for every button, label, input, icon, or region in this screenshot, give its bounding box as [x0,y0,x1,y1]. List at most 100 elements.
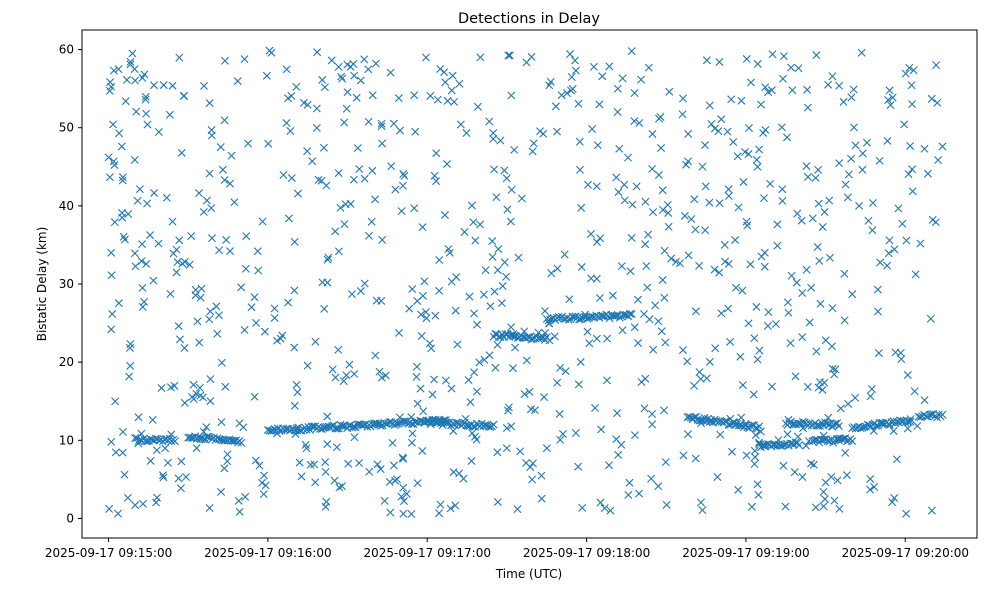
detection-point-612 [779,461,788,470]
detection-point-715 [335,483,344,492]
data-point-16 [627,47,636,56]
detection-point-637 [783,430,792,439]
detection-point-762 [140,297,149,306]
detection-point-1015 [399,454,408,463]
detection-point-996 [416,384,425,393]
detection-point-829 [411,127,420,136]
detection-point-1274 [522,356,531,365]
detection-point-514 [150,81,158,90]
detection-point-1081 [683,357,692,366]
detection-point-803 [884,95,893,104]
detection-point-1156 [605,62,614,71]
detection-point-489 [684,251,693,260]
detection-point-1100 [196,435,205,444]
detection-point-1045 [723,127,732,136]
detection-point-781 [251,456,260,465]
detection-point-955 [312,123,321,132]
detection-point-611 [802,441,811,450]
data-point-12 [399,509,408,518]
detection-point-576 [500,166,509,175]
detection-point-744 [330,476,339,485]
track-point-130 [348,423,357,432]
detection-point-1144 [491,363,500,372]
detection-point-823 [654,482,663,491]
detection-point-890 [705,101,714,110]
detection-point-911 [542,444,551,453]
detection-point-1089 [109,157,118,166]
detection-point-836 [547,269,556,278]
detection-point-937 [862,138,871,147]
detection-point-643 [757,100,765,109]
detection-point-731 [131,262,140,271]
detection-point-1108 [774,436,783,445]
detection-point-1021 [163,458,172,467]
detection-point-1368 [126,57,135,66]
detection-point-1180 [520,327,529,336]
detection-point-746 [848,290,857,299]
detection-point-1113 [152,446,161,455]
detection-point-597 [916,239,925,248]
detection-point-862 [628,200,637,209]
detection-point-487 [744,319,753,328]
detection-point-778 [868,226,877,235]
detection-point-1173 [612,173,621,182]
detection-point-980 [398,453,407,462]
detection-point-1083 [608,291,617,300]
y-axis-label: Bistatic Delay (km) [35,227,49,342]
detection-point-1219 [138,283,147,292]
detection-point-702 [290,286,299,295]
detection-point-1148 [192,389,201,398]
detection-point-669 [371,351,380,360]
detection-point-951 [731,283,740,292]
detection-point-1022 [614,188,623,197]
detection-point-830 [493,497,502,506]
y-tick-label-6: 60 [59,43,74,57]
detection-point-738 [717,115,726,124]
detection-point-1377 [657,327,666,336]
detection-point-609 [575,137,584,146]
detection-point-783 [387,162,396,171]
detection-point-1351 [206,397,215,406]
detection-point-1034 [841,180,850,189]
detection-point-1099 [784,308,793,317]
detection-point-1185 [654,171,663,180]
detection-point-683 [598,72,607,81]
detection-point-917 [724,259,733,268]
detection-point-508 [441,78,450,87]
detection-point-1333 [286,127,295,136]
detection-point-798 [331,227,340,236]
detection-point-705 [250,392,259,401]
x-tick-label-4: 2025-09-17 09:19:00 [682,546,809,560]
detection-point-776 [751,453,760,462]
detection-point-1223 [237,283,246,292]
detection-point-1125 [426,91,435,100]
detection-point-878 [290,401,299,410]
track-point-224 [486,423,495,432]
detection-point-1243 [742,217,751,226]
detection-point-734 [279,171,288,180]
detection-point-773 [455,79,464,88]
detection-point-634 [698,506,707,515]
detection-point-684 [284,214,293,223]
detection-point-539 [422,314,431,323]
detection-point-1141 [342,104,351,113]
detection-point-876 [760,194,769,203]
detection-point-924 [773,220,782,229]
chart-title: Detections in Delay [458,11,600,27]
detection-point-780 [199,427,208,436]
detection-point-818 [134,413,143,422]
detection-point-690 [710,265,719,274]
detection-point-989 [130,155,139,164]
detection-point-1127 [114,299,123,308]
detection-point-1357 [493,340,502,349]
detection-point-663 [407,413,416,422]
detection-point-834 [303,361,312,370]
detection-point-1182 [430,171,439,180]
detection-point-850 [344,459,353,468]
detection-point-1088 [422,53,430,62]
detection-point-768 [640,404,649,413]
detection-point-553 [835,159,844,168]
detection-point-822 [502,174,511,183]
detection-point-807 [771,320,780,329]
x-tick-label-0: 2025-09-17 09:15:00 [45,546,172,560]
